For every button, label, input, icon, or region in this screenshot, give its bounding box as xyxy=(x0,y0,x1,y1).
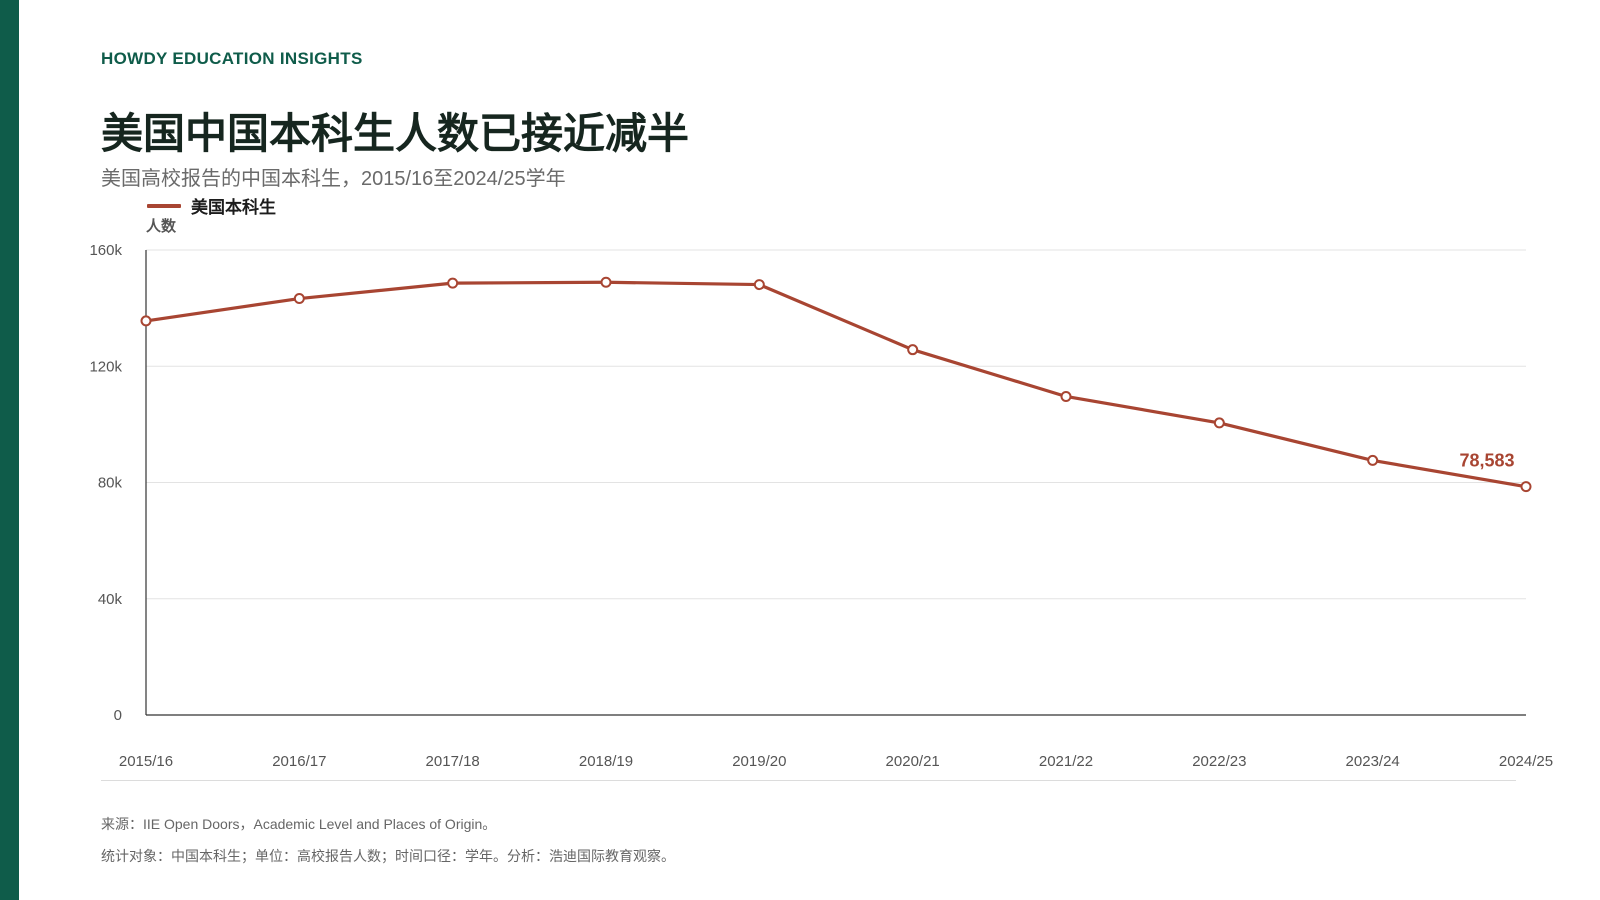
data-point xyxy=(1367,454,1379,466)
footer-source: 来源：IIE Open Doors，Academic Level and Pla… xyxy=(101,816,497,832)
y-axis-title: 人数 xyxy=(146,218,177,235)
data-point xyxy=(1060,390,1072,402)
series-line xyxy=(144,280,1528,489)
data-point xyxy=(140,315,152,327)
x-tick-label: 2016/17 xyxy=(272,753,326,770)
x-tick-label: 2019/20 xyxy=(732,753,786,770)
brand-side-bar xyxy=(0,0,19,900)
x-tick-label: 2023/24 xyxy=(1346,753,1400,770)
data-point xyxy=(293,293,305,305)
x-tick-label: 2017/18 xyxy=(426,753,480,770)
x-tick-label: 2024/25 xyxy=(1499,753,1553,770)
x-tick-label: 2021/22 xyxy=(1039,753,1093,770)
data-point xyxy=(1520,481,1532,493)
page-subtitle: 美国高校报告的中国本科生，2015/16至2024/25学年 xyxy=(101,168,566,190)
legend-label: 美国本科生 xyxy=(191,198,276,217)
data-point xyxy=(753,279,765,291)
y-tick-label: 120k xyxy=(89,358,122,375)
data-point xyxy=(600,276,612,288)
footer-note: 统计对象：中国本科生；单位：高校报告人数；时间口径：学年。分析：浩迪国际教育观察… xyxy=(101,848,675,864)
legend-swatch xyxy=(147,203,181,208)
y-tick-label: 80k xyxy=(98,475,123,492)
line-chart: 0 40k 80k 120k 160k 2015/16 2016/17 2017/18 2018… xyxy=(89,242,1553,770)
data-point xyxy=(447,277,459,289)
data-point xyxy=(1213,417,1225,429)
brand-name: HOWDY EDUCATION INSIGHTS xyxy=(101,49,363,68)
y-tick-label: 160k xyxy=(89,242,122,259)
y-tick-label: 40k xyxy=(98,591,123,608)
footer-divider xyxy=(101,780,1516,781)
x-tick-label: 2015/16 xyxy=(119,753,173,770)
x-tick-label: 2020/21 xyxy=(886,753,940,770)
chart-legend: 美国本科生 xyxy=(147,193,276,218)
x-tick-label: 2022/23 xyxy=(1192,753,1246,770)
page-title: 美国中国本科生人数已接近减半 xyxy=(101,110,690,157)
x-tick-label: 2018/19 xyxy=(579,753,633,770)
y-tick-label: 0 xyxy=(114,707,122,724)
data-label: 78,583 xyxy=(1459,451,1514,471)
data-point xyxy=(907,344,919,356)
